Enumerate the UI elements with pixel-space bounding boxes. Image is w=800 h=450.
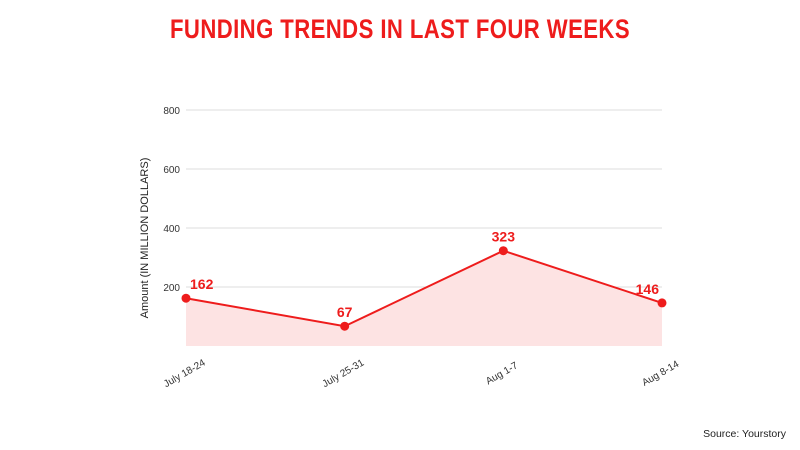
data-label: 146 xyxy=(636,281,660,297)
x-tick-label: Aug 8-14 xyxy=(640,359,681,389)
grid-layer xyxy=(186,109,662,288)
y-tick-label: 400 xyxy=(163,224,180,235)
data-point xyxy=(181,293,191,303)
y-axis-label: Amount (IN MILLION DOLLARS) xyxy=(139,158,151,319)
data-label: 162 xyxy=(190,276,214,292)
y-tick-layer: 200 400 600 800 xyxy=(163,106,180,294)
data-point xyxy=(498,246,508,256)
x-tick-label: July 25-31 xyxy=(321,357,367,390)
y-tick-label: 800 xyxy=(163,106,180,117)
source-note: Source: Yourstory xyxy=(703,428,786,440)
data-point xyxy=(340,321,350,331)
area-layer xyxy=(186,250,662,346)
points-layer xyxy=(181,246,667,331)
y-tick-label: 600 xyxy=(163,165,180,176)
x-tick-layer: July 18-24 July 25-31 Aug 1-7 Aug 8-14 xyxy=(162,357,681,390)
area-fill xyxy=(186,250,662,346)
data-label: 67 xyxy=(337,304,353,320)
x-tick-label: July 18-24 xyxy=(162,357,208,390)
labels-layer: 162 67 323 146 xyxy=(190,229,659,321)
data-label: 323 xyxy=(492,229,516,245)
y-tick-label: 200 xyxy=(163,283,180,294)
data-point xyxy=(657,298,667,308)
series-line xyxy=(185,249,663,328)
x-tick-label: Aug 1-7 xyxy=(484,360,520,387)
line-layer xyxy=(185,249,663,328)
chart-title: FUNDING TRENDS IN LAST FOUR WEEKS xyxy=(169,14,631,44)
